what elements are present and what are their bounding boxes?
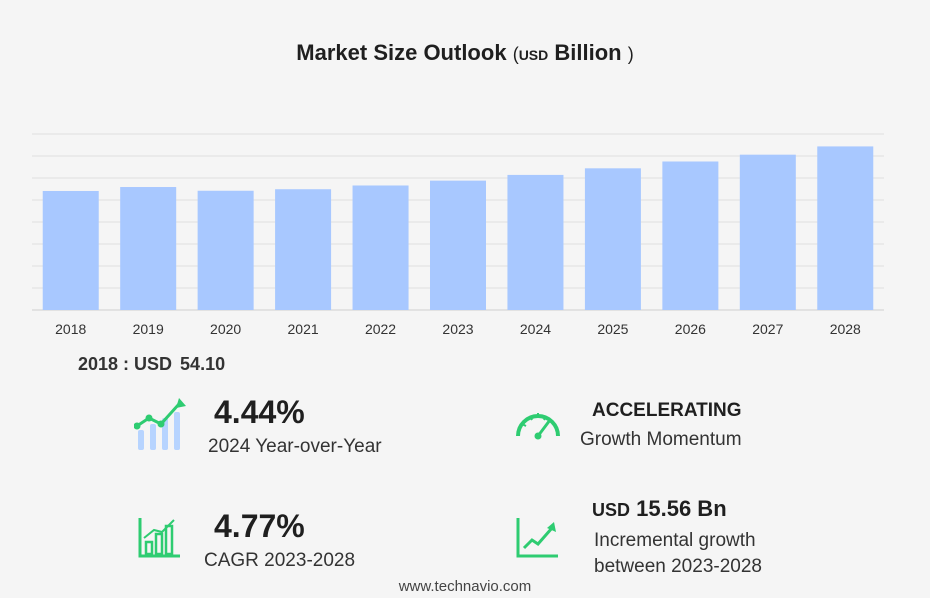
bar-2028 [817,146,874,310]
incremental-label-1: Incremental growth [594,530,756,551]
x-tick-label: 2020 [210,321,241,337]
x-tick-label: 2026 [675,321,706,337]
bar-chart-icon [138,518,180,558]
cagr-value: 4.77% [214,508,305,544]
incremental-currency: USD [592,500,631,520]
cagr-label: CAGR 2023-2028 [204,550,356,571]
chart-title: Market Size Outlook (USD Billion ) [0,40,930,66]
bar-2023 [430,180,486,310]
title-unit-small: USD [518,47,549,63]
x-tick-label: 2028 [830,321,861,337]
x-tick-label: 2019 [133,321,164,337]
incremental-label-2: between 2023-2028 [594,556,762,577]
bar-2024 [507,174,564,310]
x-tick-label: 2021 [288,321,319,337]
footer-url: www.technavio.com [398,578,532,595]
bar-2026 [662,161,719,310]
x-tick-label: 2024 [520,321,551,337]
bar-2020 [197,190,254,310]
incremental-value: 15.56 Bn [636,496,727,521]
bar-2018 [42,190,99,310]
bar-chart: 2018 2019 2020 2021 2022 2023 2024 2025 2026 2027… [32,133,884,337]
x-tick-label: 2022 [365,321,396,337]
base-year-value: 2018 : USD 54.10 [78,354,225,375]
trend-line-icon [516,518,558,558]
yoy-label: 2024 Year-over-Year [208,436,382,457]
bar-2019 [120,187,177,310]
title-unit-big: Billion [554,40,622,65]
base-label: 2018 : USD [78,354,173,374]
x-tick-label: 2023 [442,321,473,337]
bar-2025 [584,168,641,310]
momentum-value: ACCELERATING [592,400,742,421]
bar-2021 [275,189,332,310]
base-value: 54.10 [180,354,226,374]
x-tick-label: 2018 [55,321,86,337]
bar-2022 [352,185,409,310]
incremental-head: USD 15.56 Bn [592,496,727,522]
speedometer-icon [516,413,560,440]
title-paren-open: ( [512,44,519,64]
yoy-value: 4.44% [214,394,305,430]
title-paren-close: ) [627,44,634,64]
momentum-label: Growth Momentum [580,429,742,450]
bar-2027 [739,154,796,310]
x-tick-label: 2027 [752,321,783,337]
growth-bars-icon [134,398,186,450]
x-tick-label: 2025 [597,321,628,337]
title-main: Market Size Outlook [296,40,507,65]
